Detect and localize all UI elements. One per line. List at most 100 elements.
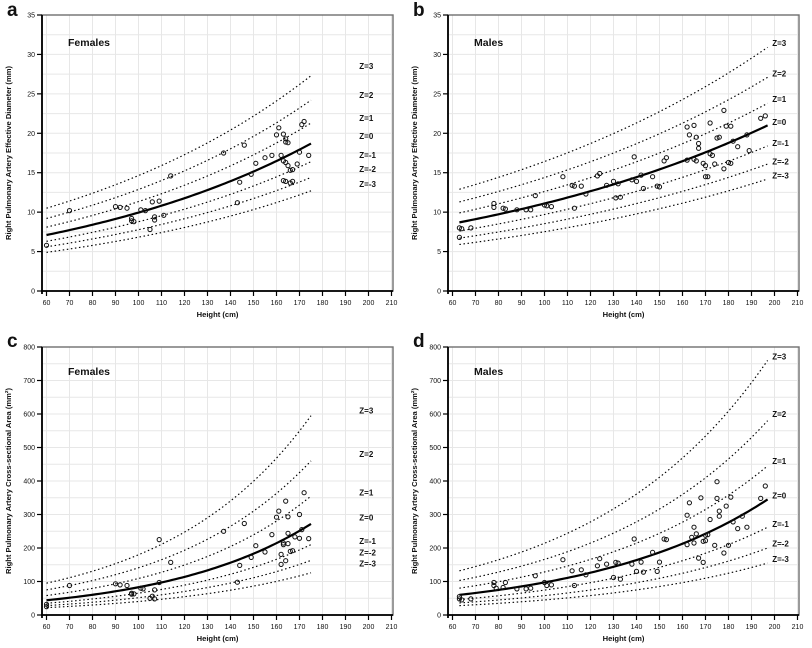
panel-b: 0 5 10 15 20 25 30 35 60 70 80 90 100 110 120 130 140 150…: [406, 0, 812, 324]
data-point: [301, 118, 307, 125]
z-curve-Z=1: [459, 102, 768, 214]
x-tick-label: 210: [792, 300, 804, 307]
data-point: [278, 561, 284, 567]
x-axis-title: Height (cm): [603, 310, 645, 319]
x-tick-label: 200: [769, 300, 781, 307]
x-tick-label: 120: [179, 624, 191, 631]
gridlines: [448, 15, 799, 291]
group-label: Males: [474, 366, 503, 378]
x-tick-label: 170: [700, 624, 712, 631]
tick-labels: 0 5 10 15 20 25 30 35 60 70 80 90 100 110 120 130 140 150…: [433, 13, 803, 308]
y-tick-label: 35: [433, 13, 441, 20]
x-tick-label: 80: [89, 624, 97, 631]
x-tick-label: 110: [562, 624, 573, 631]
data-point: [276, 508, 282, 514]
data-point: [571, 205, 577, 211]
data-point: [661, 536, 667, 542]
data-point: [459, 597, 465, 603]
data-point: [640, 185, 646, 192]
data-point: [684, 512, 690, 518]
data-point: [502, 206, 509, 212]
data-point: [725, 159, 732, 166]
data-point: [739, 513, 745, 519]
data-point: [269, 152, 275, 158]
z-label-Z=-3: Z=-3: [359, 180, 376, 189]
data-point: [633, 568, 640, 574]
x-tick-label: 60: [43, 624, 51, 631]
data-point: [273, 132, 280, 138]
x-tick-label: 160: [677, 300, 689, 307]
data-point: [156, 198, 162, 204]
y-tick-label: 0: [437, 289, 441, 296]
x-tick-label: 200: [769, 624, 781, 631]
x-tick-label: 130: [202, 624, 214, 631]
data-point: [615, 560, 621, 566]
data-point: [278, 152, 284, 158]
data-point: [654, 183, 660, 189]
x-tick-label: 90: [518, 300, 526, 307]
data-point: [714, 495, 720, 501]
x-tick-label: 120: [179, 300, 191, 307]
z-label-Z=-1: Z=-1: [772, 139, 789, 148]
x-tick-label: 190: [340, 300, 352, 307]
x-tick-label: 120: [585, 300, 597, 307]
x-tick-label: 200: [363, 300, 375, 307]
y-tick-label: 10: [433, 210, 441, 217]
data-point: [129, 218, 135, 224]
data-point: [633, 178, 640, 184]
x-tick-label: 80: [89, 300, 97, 307]
data-point: [702, 163, 709, 169]
data-point: [532, 573, 538, 579]
data-point: [156, 579, 162, 586]
data-point: [500, 584, 506, 591]
x-tick-label: 70: [66, 300, 74, 307]
y-tick-label: 200: [429, 546, 441, 553]
panel-letter: a: [7, 0, 18, 21]
z-label-Z=0: Z=0: [772, 492, 787, 501]
data-point: [656, 559, 663, 565]
gridlines: [42, 347, 393, 615]
data-point: [613, 559, 619, 565]
z-label-Z=2: Z=2: [359, 450, 374, 459]
data-point: [700, 538, 706, 544]
data-point: [709, 152, 715, 158]
data-point: [762, 483, 768, 489]
y-tick-label: 20: [433, 131, 441, 138]
data-point: [152, 587, 158, 593]
data-point: [292, 534, 298, 540]
data-point: [684, 157, 690, 163]
axes: [447, 15, 799, 294]
data-point: [273, 514, 280, 520]
data-point: [149, 199, 155, 205]
x-axis-title: Height (cm): [603, 634, 645, 643]
z-curve-labels: Z=3 Z=2 Z=1 Z=0 Z=-1 Z=-2 Z=-3: [359, 62, 376, 189]
data-point: [594, 563, 600, 569]
data-point: [707, 516, 713, 523]
panel-letter: d: [413, 331, 425, 352]
data-point: [285, 163, 291, 169]
x-tick-label: 70: [472, 624, 480, 631]
z-label-Z=-1: Z=-1: [772, 520, 789, 529]
data-point: [248, 554, 254, 560]
z-label-Z=-2: Z=-2: [359, 549, 376, 558]
data-point: [468, 596, 474, 602]
panel-letter: b: [413, 0, 425, 21]
data-point: [721, 166, 727, 172]
data-point: [746, 148, 752, 154]
data-point: [459, 226, 465, 232]
y-tick-label: 800: [429, 345, 441, 352]
data-point: [631, 536, 637, 542]
y-tick-label: 0: [31, 613, 35, 620]
x-tick-label: 150: [248, 624, 260, 631]
x-tick-label: 70: [66, 624, 74, 631]
data-point: [456, 225, 463, 231]
data-point: [728, 494, 734, 500]
data-point: [287, 548, 293, 554]
axes: [41, 15, 393, 294]
data-point: [234, 579, 240, 585]
data-point: [714, 135, 720, 141]
x-tick-label: 210: [792, 624, 804, 631]
data-point: [280, 178, 286, 184]
z-curve-Z=-1: [46, 161, 312, 242]
z-label-Z=-2: Z=-2: [772, 157, 789, 166]
